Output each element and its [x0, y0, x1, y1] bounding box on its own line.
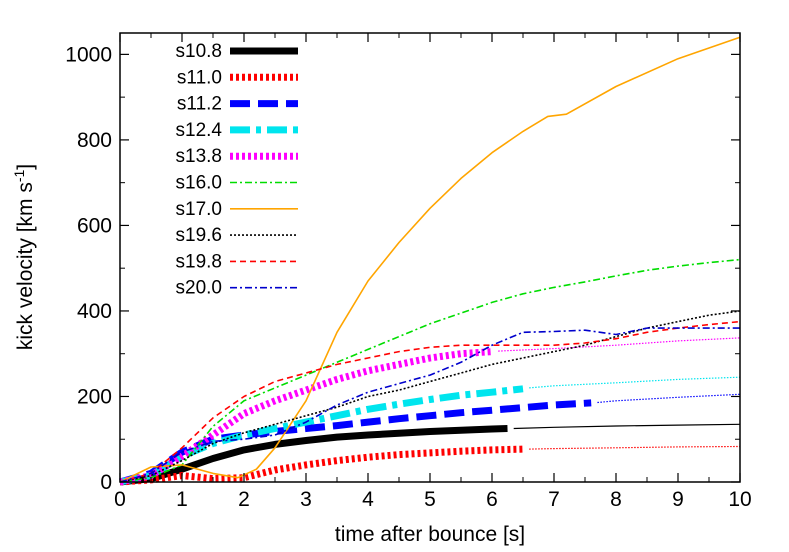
legend-label-s10.8: s10.8	[176, 41, 222, 62]
x-axis-title: time after bounce [s]	[335, 523, 525, 546]
series-line-s19.8	[119, 320, 741, 483]
legend-label-s19.8: s19.8	[176, 251, 222, 272]
series-line-s17.0	[119, 36, 741, 483]
series-line-s13.8	[119, 348, 493, 486]
legend-label-s19.6: s19.6	[176, 225, 222, 246]
series-line-s16.0	[119, 258, 741, 483]
x-tick-label: 3	[300, 488, 312, 511]
series-layer	[119, 36, 741, 486]
x-tick-label: 8	[610, 488, 622, 511]
ticks-layer: 0 1 2 3 4 5 6 7 8 9 10 0 200 400 600 800 1000	[65, 33, 752, 511]
legend-label-s11.0: s11.0	[177, 67, 222, 88]
y-tick-label: 0	[100, 471, 112, 494]
series-line-s19.6	[119, 310, 741, 483]
x-tick-label: 6	[486, 488, 498, 511]
y-axis-title-main: kick velocity [km s	[14, 182, 37, 350]
x-tick-label: 7	[548, 488, 560, 511]
legend-label-s11.2: s11.2	[177, 94, 222, 115]
x-tick-label: 1	[176, 488, 188, 511]
series-line-s12.4	[119, 385, 524, 486]
x-tick-label: 5	[424, 488, 436, 511]
legend-label-s13.8: s13.8	[176, 146, 222, 167]
series-tail-s11.0	[529, 445, 741, 450]
series-tail-s13.8	[498, 337, 741, 352]
x-tick-label: 10	[728, 488, 751, 511]
x-tick-label: 0	[114, 488, 126, 511]
y-axis-title: kick velocity [km s-1]	[11, 164, 37, 350]
legend-label-s16.0: s16.0	[176, 173, 222, 194]
y-tick-label: 200	[77, 385, 112, 408]
x-tick-label: 9	[672, 488, 684, 511]
y-tick-label: 1000	[65, 43, 112, 66]
series-line-s20.0	[119, 327, 740, 483]
x-tick-label: 4	[362, 488, 374, 511]
series-line-s10.8	[119, 425, 508, 486]
y-tick-label: 800	[77, 129, 112, 152]
y-tick-label: 600	[77, 214, 112, 237]
legend: s10.8 s11.0 s11.2 s12.4 s13.8 s16.0 s17.0 s19.6…	[176, 41, 298, 299]
x-tick-label: 2	[238, 488, 250, 511]
series-tail-s10.8	[513, 423, 741, 430]
series-line-s11.0	[119, 445, 524, 486]
legend-label-s20.0: s20.0	[176, 278, 222, 299]
y-axis-title-close: ]	[14, 164, 37, 170]
legend-label-s17.0: s17.0	[176, 199, 222, 220]
y-tick-label: 400	[77, 300, 112, 323]
plot-frame	[119, 32, 741, 483]
series-tail-s11.2	[597, 393, 741, 404]
legend-label-s12.4: s12.4	[176, 120, 223, 141]
y-axis-title-superscript: -1	[11, 169, 27, 182]
